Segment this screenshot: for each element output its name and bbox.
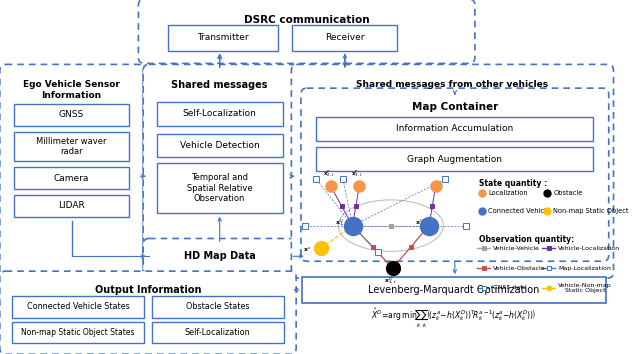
Text: Information Accumulation: Information Accumulation xyxy=(396,124,513,133)
Text: $\mathbf{x}_{1,t}^V$: $\mathbf{x}_{1,t}^V$ xyxy=(335,218,348,228)
Text: GNSS data: GNSS data xyxy=(493,285,527,290)
FancyBboxPatch shape xyxy=(138,0,475,63)
FancyBboxPatch shape xyxy=(152,321,284,343)
FancyBboxPatch shape xyxy=(157,102,283,126)
FancyBboxPatch shape xyxy=(168,25,278,51)
Text: Vehicle-Localization: Vehicle-Localization xyxy=(558,246,620,251)
Text: DSRC communication: DSRC communication xyxy=(244,15,369,25)
Text: Non-map Static Object: Non-map Static Object xyxy=(554,208,628,214)
FancyBboxPatch shape xyxy=(143,239,296,274)
Text: Vehicle Detection: Vehicle Detection xyxy=(180,141,260,150)
Text: $\hat{X}^D\!=\!\arg\min\!\sum_k\!\sum_k\!\left(\!(z_k^a\!-\!h(X_k^D))^\mathrm{T}: $\hat{X}^D\!=\!\arg\min\!\sum_k\!\sum_k\… xyxy=(371,306,536,330)
Text: Camera: Camera xyxy=(54,174,89,183)
Text: Map-Localization: Map-Localization xyxy=(558,266,611,271)
Text: Obstacle: Obstacle xyxy=(554,190,582,196)
Text: GNSS: GNSS xyxy=(59,110,84,119)
Text: Connected Vehicle: Connected Vehicle xyxy=(488,208,550,214)
FancyBboxPatch shape xyxy=(14,104,129,126)
Text: $\mathbf{x}_{2,t}^V$: $\mathbf{x}_{2,t}^V$ xyxy=(415,218,428,228)
Text: Vehicle-Obstacle: Vehicle-Obstacle xyxy=(493,266,546,271)
Text: $\mathbf{x}_{2,t}^P$: $\mathbf{x}_{2,t}^P$ xyxy=(323,169,335,179)
Text: Observation quantity:: Observation quantity: xyxy=(479,235,574,244)
FancyBboxPatch shape xyxy=(0,64,143,276)
Text: Levenberg-Marquardt Optimization: Levenberg-Marquardt Optimization xyxy=(368,285,540,295)
Text: Connected Vehicle States: Connected Vehicle States xyxy=(27,302,129,311)
Text: Ego Vehicle Sensor
Information: Ego Vehicle Sensor Information xyxy=(23,80,120,99)
Text: Localization: Localization xyxy=(488,190,528,196)
Text: Shared messages from other vehicles: Shared messages from other vehicles xyxy=(356,80,548,89)
FancyBboxPatch shape xyxy=(0,271,296,354)
FancyBboxPatch shape xyxy=(157,134,283,158)
Text: Vehicle-Non-map
Static Object: Vehicle-Non-map Static Object xyxy=(558,282,612,293)
FancyBboxPatch shape xyxy=(291,64,614,278)
FancyBboxPatch shape xyxy=(302,277,606,303)
Text: State quantity :: State quantity : xyxy=(479,179,547,188)
FancyBboxPatch shape xyxy=(14,132,129,161)
FancyBboxPatch shape xyxy=(157,163,283,213)
Text: $\mathbf{x}_{1,t}^O$: $\mathbf{x}_{1,t}^O$ xyxy=(384,276,397,286)
Text: $\mathbf{x}_{3,t}^P$: $\mathbf{x}_{3,t}^P$ xyxy=(351,169,363,179)
Text: HD Map Data: HD Map Data xyxy=(184,251,255,261)
FancyBboxPatch shape xyxy=(12,321,144,343)
Text: Shared messages: Shared messages xyxy=(172,80,268,90)
Text: Map Container: Map Container xyxy=(412,102,498,112)
FancyBboxPatch shape xyxy=(152,296,284,318)
Text: Non-map Static Object States: Non-map Static Object States xyxy=(22,328,135,337)
Text: Vehicle-Vehicle: Vehicle-Vehicle xyxy=(493,246,540,251)
Text: Millimeter waver
radar: Millimeter waver radar xyxy=(36,137,107,156)
Text: Self-Localization: Self-Localization xyxy=(185,328,251,337)
Text: Self-Localization: Self-Localization xyxy=(183,109,257,118)
FancyBboxPatch shape xyxy=(292,25,397,51)
FancyBboxPatch shape xyxy=(301,88,609,261)
Text: Temporal and
Spatial Relative
Observation: Temporal and Spatial Relative Observatio… xyxy=(187,173,253,203)
FancyBboxPatch shape xyxy=(12,296,144,318)
FancyBboxPatch shape xyxy=(14,167,129,189)
Text: Obstacle States: Obstacle States xyxy=(186,302,250,311)
FancyBboxPatch shape xyxy=(316,117,593,141)
FancyBboxPatch shape xyxy=(316,148,593,171)
Text: LIDAR: LIDAR xyxy=(58,201,85,210)
Text: Graph Augmentation: Graph Augmentation xyxy=(407,155,502,164)
Text: Output Information: Output Information xyxy=(95,285,201,295)
FancyBboxPatch shape xyxy=(14,195,129,217)
Text: Transmitter: Transmitter xyxy=(196,33,248,42)
FancyBboxPatch shape xyxy=(143,64,296,276)
Text: Receiver: Receiver xyxy=(325,33,365,42)
Text: $\mathbf{x}^s$: $\mathbf{x}^s$ xyxy=(303,246,312,255)
